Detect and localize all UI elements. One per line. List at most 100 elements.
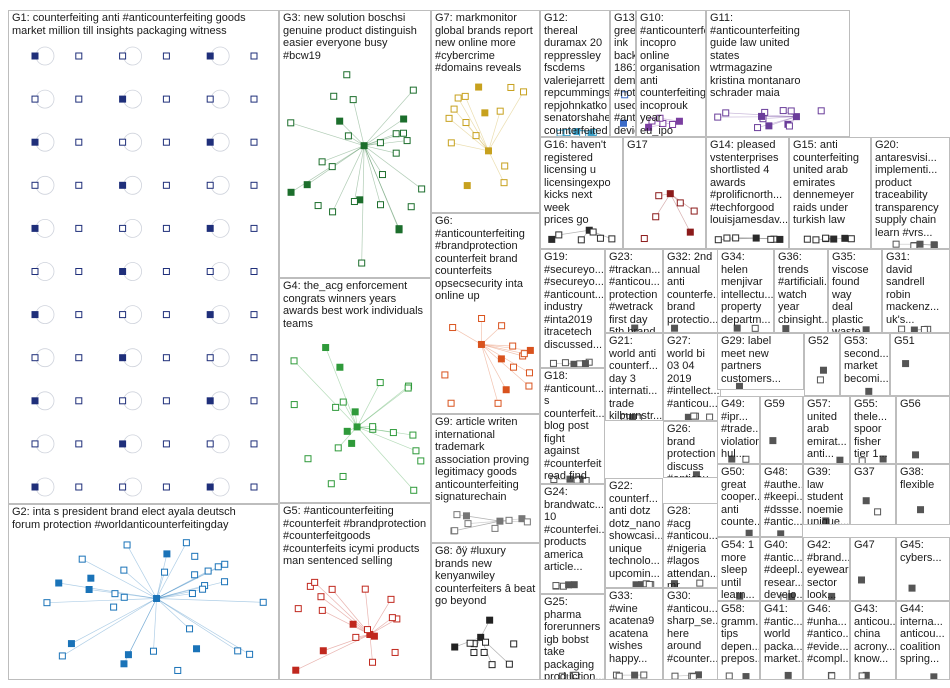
vertex-node[interactable] — [470, 649, 478, 657]
vertex-node[interactable] — [182, 539, 190, 547]
vertex-node[interactable] — [364, 626, 372, 634]
vertex-node[interactable] — [461, 92, 469, 100]
vertex-node[interactable] — [728, 455, 736, 463]
vertex-node[interactable] — [879, 455, 887, 463]
vertex-node[interactable] — [570, 581, 578, 589]
vertex-node[interactable] — [290, 357, 298, 365]
vertex-node[interactable] — [314, 202, 322, 210]
vertex-node[interactable] — [447, 399, 455, 407]
vertex-node[interactable] — [787, 107, 795, 115]
vertex-node[interactable] — [549, 359, 557, 367]
vertex-node[interactable] — [782, 325, 790, 332]
vertex-node[interactable] — [480, 648, 488, 656]
vertex-node[interactable] — [669, 120, 677, 128]
vertex-node[interactable] — [292, 666, 300, 674]
vertex-node[interactable] — [31, 311, 39, 319]
vertex-node[interactable] — [75, 52, 83, 60]
vertex-node[interactable] — [555, 231, 563, 239]
vertex-node[interactable] — [640, 235, 648, 243]
vertex-node[interactable] — [912, 451, 920, 459]
vertex-node[interactable] — [765, 122, 773, 130]
vertex-node[interactable] — [930, 241, 938, 248]
vertex-node[interactable] — [571, 671, 579, 679]
vertex-node[interactable] — [496, 517, 504, 525]
vertex-node[interactable] — [910, 326, 918, 332]
vertex-node[interactable] — [349, 620, 357, 628]
vertex-node[interactable] — [303, 181, 311, 189]
vertex-node[interactable] — [451, 643, 459, 651]
vertex-node[interactable] — [577, 236, 585, 244]
vertex-node[interactable] — [162, 95, 170, 103]
vertex-node[interactable] — [858, 672, 866, 679]
vertex-node[interactable] — [31, 440, 39, 448]
vertex-node[interactable] — [676, 199, 684, 207]
vertex-node[interactable] — [376, 139, 384, 147]
vertex-node[interactable] — [910, 242, 918, 248]
vertex-node[interactable] — [631, 671, 639, 679]
vertex-node[interactable] — [686, 228, 694, 236]
vertex-node[interactable] — [573, 476, 581, 483]
vertex-node[interactable] — [361, 585, 369, 593]
vertex-node[interactable] — [785, 122, 793, 130]
vertex-node[interactable] — [58, 652, 66, 660]
vertex-node[interactable] — [841, 234, 849, 242]
vertex-node[interactable] — [472, 132, 480, 140]
vertex-node[interactable] — [339, 472, 347, 480]
vertex-node[interactable] — [311, 578, 319, 586]
vertex-node[interactable] — [488, 661, 496, 669]
vertex-node[interactable] — [507, 83, 515, 91]
vertex-node[interactable] — [645, 123, 653, 131]
vertex-node[interactable] — [392, 130, 400, 138]
vertex-node[interactable] — [120, 660, 128, 668]
vertex-node[interactable] — [246, 650, 254, 658]
vertex-node[interactable] — [75, 138, 83, 146]
vertex-node[interactable] — [250, 224, 258, 232]
vertex-node[interactable] — [732, 234, 740, 242]
vertex-node[interactable] — [690, 207, 698, 215]
vertex-node[interactable] — [409, 86, 417, 94]
vertex-node[interactable] — [463, 182, 471, 190]
vertex-node[interactable] — [930, 673, 938, 679]
vertex-node[interactable] — [565, 581, 573, 589]
vertex-node[interactable] — [75, 440, 83, 448]
vertex-node[interactable] — [563, 129, 571, 136]
vertex-node[interactable] — [318, 606, 326, 614]
vertex-node[interactable] — [898, 325, 906, 332]
vertex-node[interactable] — [792, 113, 800, 121]
vertex-node[interactable] — [250, 52, 258, 60]
vertex-node[interactable] — [917, 506, 925, 514]
vertex-node[interactable] — [475, 83, 483, 91]
vertex-node[interactable] — [287, 119, 295, 127]
vertex-node[interactable] — [199, 585, 207, 593]
vertex-node[interactable] — [206, 440, 214, 448]
vertex-node[interactable] — [780, 594, 788, 600]
vertex-node[interactable] — [561, 359, 569, 367]
vertex-node[interactable] — [464, 520, 472, 528]
vertex-node[interactable] — [477, 340, 485, 348]
vertex-node[interactable] — [803, 235, 811, 243]
vertex-node[interactable] — [250, 483, 258, 491]
vertex-node[interactable] — [417, 457, 425, 465]
vertex-node[interactable] — [351, 408, 359, 416]
vertex-node[interactable] — [758, 112, 766, 120]
vertex-node[interactable] — [505, 516, 513, 524]
vertex-node[interactable] — [733, 324, 741, 332]
vertex-node[interactable] — [294, 605, 302, 613]
vertex-node[interactable] — [858, 576, 866, 584]
vertex-node[interactable] — [161, 568, 169, 576]
vertex-node[interactable] — [119, 354, 127, 362]
vertex-node[interactable] — [214, 563, 222, 571]
vertex-node[interactable] — [656, 114, 664, 122]
vertex-node[interactable] — [500, 179, 508, 187]
vertex-node[interactable] — [376, 379, 384, 387]
vertex-node[interactable] — [723, 234, 731, 242]
vertex-node[interactable] — [645, 580, 653, 587]
vertex-node[interactable] — [206, 354, 214, 362]
vertex-node[interactable] — [191, 552, 199, 560]
vertex-node[interactable] — [31, 138, 39, 146]
vertex-node[interactable] — [445, 114, 453, 122]
vertex-node[interactable] — [462, 119, 470, 127]
vertex-node[interactable] — [123, 541, 131, 549]
vertex-node[interactable] — [31, 354, 39, 362]
vertex-node[interactable] — [816, 376, 824, 384]
